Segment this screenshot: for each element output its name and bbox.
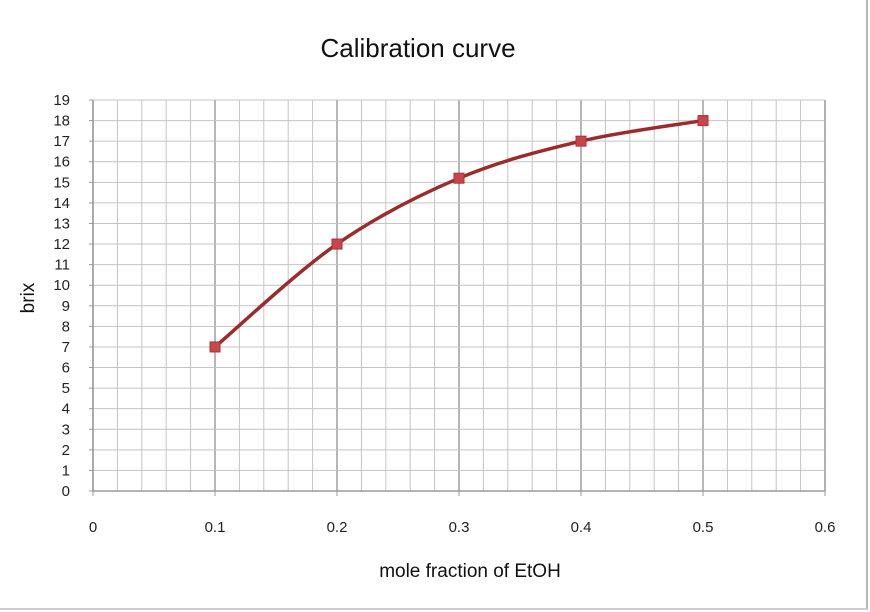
data-point-marker <box>331 238 343 250</box>
y-tick-label: 18 <box>53 113 70 130</box>
y-tick-label: 14 <box>53 195 70 212</box>
x-tick-label: 0.1 <box>205 519 226 536</box>
y-tick-label: 19 <box>53 92 70 109</box>
x-tick-label: 0.3 <box>449 519 470 536</box>
x-tick-label: 0.4 <box>571 519 592 536</box>
y-tick-label: 11 <box>54 257 70 274</box>
y-tick-label: 1 <box>62 462 70 479</box>
y-tick-label: 9 <box>62 298 70 315</box>
y-tick-label: 3 <box>62 421 70 438</box>
y-tick-label: 17 <box>53 133 70 150</box>
data-point-marker <box>209 341 221 353</box>
y-tick-label: 5 <box>62 380 70 397</box>
y-tick-label: 0 <box>62 483 70 500</box>
plot-grid <box>92 99 826 492</box>
chart-title: Calibration curve <box>320 33 515 63</box>
series-layer <box>209 115 709 353</box>
y-tick-label: 7 <box>62 339 70 356</box>
data-point-marker <box>697 115 709 127</box>
y-tick-label: 15 <box>53 174 70 191</box>
x-tick-label: 0.2 <box>327 519 348 536</box>
y-tick-label: 10 <box>53 277 70 294</box>
y-tick-label: 4 <box>62 401 70 418</box>
y-tick-label: 12 <box>53 236 70 253</box>
y-tick-label: 8 <box>62 318 70 335</box>
x-axis-label: mole fraction of EtOH <box>379 561 561 582</box>
y-tick-label: 2 <box>62 442 70 459</box>
x-tick-label: 0.5 <box>693 519 714 536</box>
data-point-marker <box>453 172 465 184</box>
x-tick-label: 0 <box>89 519 97 536</box>
x-tick-label: 0.6 <box>815 519 836 536</box>
y-axis-label: brix <box>18 282 39 313</box>
y-tick-label: 13 <box>53 215 70 232</box>
data-point-marker <box>575 135 587 147</box>
y-tick-label: 16 <box>53 154 70 171</box>
y-tick-label: 6 <box>62 360 70 377</box>
